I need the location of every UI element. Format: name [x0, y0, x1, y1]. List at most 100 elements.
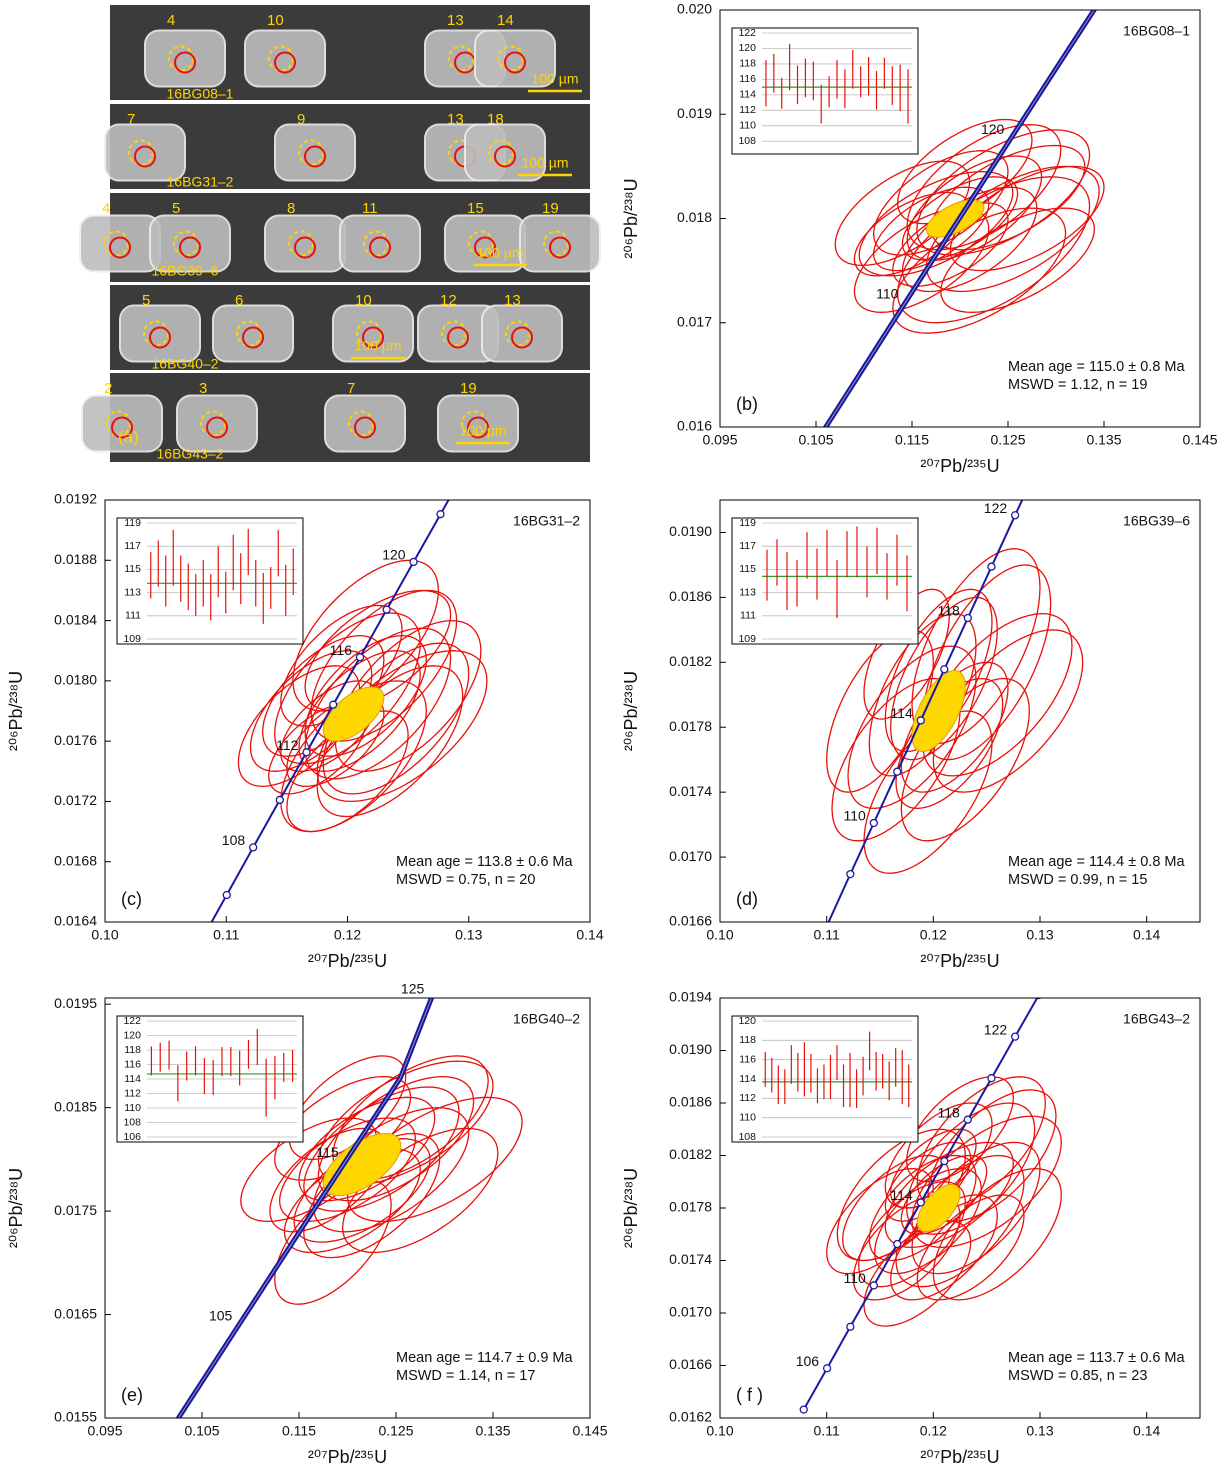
- concordia-age-marker: [847, 1323, 854, 1330]
- y-tick-label: 0.0175: [54, 1202, 97, 1218]
- row-divider: [110, 189, 590, 192]
- inset-tick-label: 114: [124, 1073, 141, 1085]
- concordia-age-marker: [870, 819, 877, 826]
- concordia-age-label: 115: [316, 1144, 339, 1160]
- inset-tick-label: 112: [124, 1087, 141, 1099]
- y-axis-label: ²⁰⁶Pb/²³⁸U: [621, 1168, 641, 1248]
- spot-number: 5: [142, 292, 150, 309]
- inset-tick-label: 110: [124, 1102, 141, 1114]
- concordia-age-label: 110: [843, 808, 866, 824]
- spot-number: 19: [460, 380, 477, 397]
- chart-title: 16BG43–2: [1123, 1011, 1190, 1027]
- annotation: Mean age = 114.7 ± 0.9 Ma: [396, 1350, 574, 1366]
- concordia-age-marker: [383, 606, 390, 613]
- concordia-age-marker: [356, 654, 363, 661]
- concordia-age-marker: [917, 1199, 924, 1206]
- inset-tick-label: 122: [123, 1015, 141, 1027]
- spot-number: 13: [447, 12, 464, 29]
- x-tick-label: 0.135: [475, 1423, 510, 1439]
- inset-tick-label: 111: [125, 610, 141, 622]
- x-tick-label: 0.13: [1026, 1423, 1053, 1439]
- y-tick-label: 0.0164: [54, 913, 97, 929]
- x-tick-label: 0.10: [706, 1423, 733, 1439]
- y-tick-label: 0.0162: [669, 1409, 712, 1425]
- concordia-age-marker: [197, 939, 204, 946]
- panel-label: (d): [736, 889, 758, 909]
- x-tick-label: 0.11: [814, 1423, 840, 1439]
- panel-label: (e): [121, 1385, 143, 1405]
- concordia-chart: 0.100.110.120.130.140.01620.01660.01700.…: [621, 989, 1200, 1467]
- row-divider: [110, 100, 590, 103]
- y-tick-label: 0.0182: [669, 653, 712, 669]
- y-axis-label: ²⁰⁶Pb/²³⁸U: [6, 1168, 26, 1248]
- annotation: Mean age = 115.0 ± 0.8 Ma: [1008, 359, 1186, 375]
- inset-tick-label: 119: [124, 517, 141, 529]
- y-tick-label: 0.0185: [54, 1098, 97, 1114]
- scale-label: 100 µm: [522, 155, 569, 171]
- inset-tick-label: 120: [738, 42, 756, 54]
- inset-tick-label: 115: [124, 563, 141, 575]
- spot-number: 7: [127, 111, 135, 128]
- concordia-age-marker: [941, 666, 948, 673]
- concordia-age-marker: [847, 871, 854, 878]
- concordia-age-marker: [1012, 1033, 1019, 1040]
- y-tick-label: 0.0180: [54, 672, 97, 688]
- sample-name: 16BG39–6: [152, 263, 219, 279]
- row-divider: [110, 282, 590, 285]
- annotation: MSWD = 0.75, n = 20: [396, 872, 535, 888]
- annotation: MSWD = 0.99, n = 15: [1008, 872, 1147, 888]
- inset-tick-label: 106: [123, 1131, 141, 1143]
- x-tick-label: 0.12: [920, 1423, 947, 1439]
- concordia-age-marker: [437, 511, 444, 518]
- chart-title: 16BG08–1: [1123, 23, 1190, 39]
- inset-frame: [732, 518, 918, 644]
- x-tick-label: 0.13: [1026, 927, 1053, 943]
- y-tick-label: 0.0176: [54, 732, 97, 748]
- inset-tick-label: 112: [739, 1092, 756, 1104]
- y-tick-label: 0.0168: [54, 852, 97, 868]
- annotation: Mean age = 114.4 ± 0.8 Ma: [1008, 854, 1186, 870]
- zircon-grain: [145, 31, 225, 87]
- concordia-age-label: 110: [843, 1270, 866, 1286]
- y-tick-label: 0.0166: [669, 913, 712, 929]
- concordia-chart: 0.100.110.120.130.140.01640.01680.01720.…: [6, 463, 604, 971]
- y-tick-label: 0.0178: [669, 718, 712, 734]
- y-tick-label: 0.0166: [669, 1356, 712, 1372]
- y-tick-label: 0.0194: [669, 989, 712, 1005]
- annotation: MSWD = 0.85, n = 23: [1008, 1368, 1147, 1384]
- spot-number: 3: [199, 380, 207, 397]
- x-tick-label: 0.10: [706, 927, 733, 943]
- annotation: MSWD = 1.12, n = 19: [1008, 377, 1147, 393]
- concordia-curve: [135, 914, 509, 1478]
- inset-tick-label: 108: [738, 1131, 756, 1143]
- zircon-grain: [80, 216, 160, 272]
- inset-tick-label: 117: [124, 540, 141, 552]
- panel-label: (c): [121, 889, 142, 909]
- inset-tick-label: 114: [739, 89, 756, 101]
- x-tick-label: 0.14: [576, 927, 603, 943]
- inset-tick-label: 116: [124, 1058, 141, 1070]
- y-tick-label: 0.016: [677, 418, 712, 434]
- concordia-age-marker: [1012, 512, 1019, 519]
- scale-label: 100 µm: [532, 71, 579, 87]
- concordia-age-marker: [303, 749, 310, 756]
- panel-label: (a): [118, 427, 139, 446]
- sample-name: 16BG08–1: [167, 86, 234, 102]
- y-tick-label: 0.0170: [669, 1304, 712, 1320]
- x-axis-label: ²⁰⁷Pb/²³⁵U: [920, 1447, 999, 1467]
- concordia-age-label: 108: [222, 832, 246, 848]
- y-tick-label: 0.020: [677, 1, 712, 17]
- x-tick-label: 0.125: [990, 432, 1025, 448]
- y-tick-label: 0.0182: [669, 1146, 712, 1162]
- spot-number: 10: [355, 292, 372, 309]
- x-tick-label: 0.105: [798, 432, 833, 448]
- inset-frame: [732, 28, 918, 154]
- y-tick-label: 0.0165: [54, 1305, 97, 1321]
- y-tick-label: 0.0192: [54, 491, 97, 507]
- y-tick-label: 0.0186: [669, 588, 712, 604]
- x-tick-label: 0.125: [378, 1423, 413, 1439]
- y-tick-label: 0.0170: [669, 848, 712, 864]
- chart-title: 16BG40–2: [513, 1011, 580, 1027]
- scale-label: 100 µm: [355, 338, 402, 354]
